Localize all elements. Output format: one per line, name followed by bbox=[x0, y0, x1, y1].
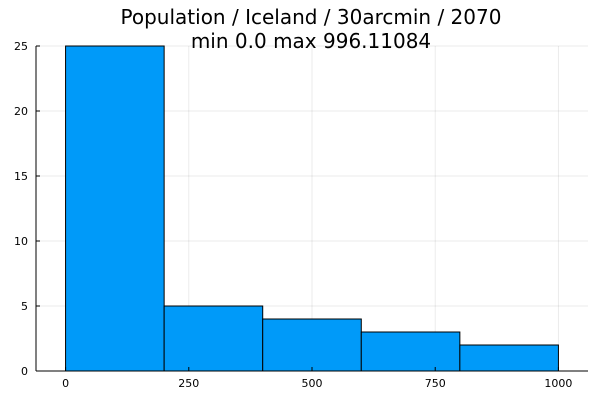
chart-title: Population / Iceland / 30arcmin / 2070 bbox=[121, 5, 502, 29]
histogram-bar-4 bbox=[459, 344, 559, 372]
y-tick-label: 15 bbox=[14, 170, 28, 183]
y-tick-label: 5 bbox=[21, 300, 28, 313]
bars bbox=[65, 45, 559, 372]
x-tick-label: 0 bbox=[62, 377, 69, 390]
histogram-bar-0 bbox=[65, 45, 165, 372]
y-tick-label: 25 bbox=[14, 40, 28, 53]
histogram-bar-3 bbox=[360, 331, 461, 372]
x-tick-label: 1000 bbox=[544, 377, 572, 390]
histogram-bar-2 bbox=[262, 318, 362, 372]
axes bbox=[35, 45, 588, 372]
x-tick-label: 500 bbox=[302, 377, 323, 390]
histogram-bar-1 bbox=[163, 305, 264, 372]
y-tick-label: 10 bbox=[14, 235, 28, 248]
x-tick-label: 750 bbox=[425, 377, 446, 390]
chart-subtitle: min 0.0 max 996.11084 bbox=[191, 29, 431, 53]
tick-labels: 0 250 500 750 1000 0 5 10 15 20 25 bbox=[14, 40, 572, 390]
x-tick-label: 250 bbox=[178, 377, 199, 390]
y-tick-label: 0 bbox=[21, 365, 28, 378]
y-tick-label: 20 bbox=[14, 105, 28, 118]
